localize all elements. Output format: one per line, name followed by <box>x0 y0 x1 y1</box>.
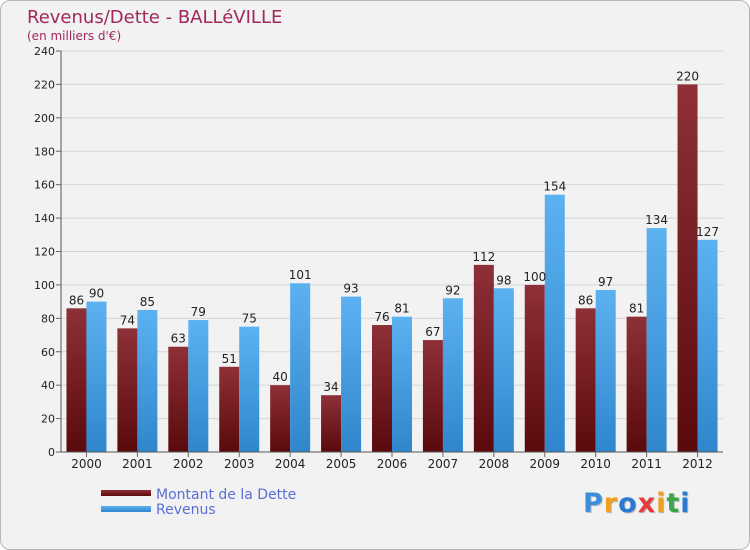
y-tick-label: 180 <box>34 145 55 158</box>
data-label-revenus-2010: 97 <box>598 275 613 289</box>
bar-revenus-2009 <box>544 194 565 453</box>
x-tick-label: 2007 <box>428 457 459 471</box>
data-label-debt-2002: 63 <box>171 332 186 346</box>
y-tick-label: 240 <box>34 45 55 58</box>
x-tick-label: 2000 <box>71 457 102 471</box>
data-label-revenus-2000: 90 <box>89 287 104 301</box>
y-tick-label: 160 <box>34 179 55 192</box>
bar-debt-2007 <box>422 340 443 452</box>
logo-letter: t <box>666 488 681 519</box>
data-label-revenus-2005: 93 <box>343 282 358 296</box>
data-label-revenus-2009: 154 <box>543 180 566 194</box>
bar-revenus-2012 <box>697 239 718 452</box>
data-label-debt-2005: 34 <box>323 380 338 394</box>
data-label-debt-2012: 220 <box>676 69 699 83</box>
y-tick-label: 100 <box>34 279 55 292</box>
y-tick-label: 220 <box>34 78 55 91</box>
data-label-debt-2004: 40 <box>273 370 288 384</box>
data-label-debt-2010: 86 <box>578 293 593 307</box>
data-label-revenus-2008: 98 <box>496 273 511 287</box>
data-label-debt-2011: 81 <box>629 302 644 316</box>
bar-debt-2004 <box>270 385 291 452</box>
logo-letter: P <box>583 488 604 519</box>
data-label-revenus-2006: 81 <box>394 302 409 316</box>
y-tick-label: 140 <box>34 212 55 225</box>
bar-debt-2008 <box>473 264 494 452</box>
x-tick-label: 2006 <box>377 457 408 471</box>
y-tick-label: 0 <box>48 446 55 459</box>
y-tick-label: 20 <box>41 413 55 426</box>
x-tick-label: 2008 <box>479 457 510 471</box>
logo-letter: r <box>603 488 619 519</box>
data-label-debt-2000: 86 <box>69 293 84 307</box>
y-tick-label: 80 <box>41 312 55 325</box>
bar-revenus-2004 <box>290 283 311 452</box>
bar-debt-2012 <box>677 84 698 453</box>
bar-revenus-2000 <box>86 301 107 452</box>
bar-debt-2003 <box>219 366 240 452</box>
chart-subtitle: (en milliers d'€) <box>27 29 122 43</box>
bar-debt-2006 <box>372 325 392 452</box>
data-label-revenus-2002: 79 <box>191 305 206 319</box>
data-label-debt-2006: 76 <box>374 310 389 324</box>
bar-revenus-2010 <box>595 289 616 452</box>
logo-letter: i <box>656 488 667 519</box>
legend-label-debt: Montant de la Dette <box>156 487 297 503</box>
x-tick-label: 2009 <box>529 457 560 471</box>
legend-swatch-debt <box>101 490 151 496</box>
bar-revenus-2006 <box>392 316 412 452</box>
y-tick-label: 40 <box>41 379 55 392</box>
y-tick-label: 120 <box>34 246 55 259</box>
proxiti-logo: Proxiti <box>583 488 691 519</box>
y-tick-label: 60 <box>41 346 55 359</box>
chart-title: Revenus/Dette - BALLéVILLE <box>27 7 283 28</box>
x-tick-label: 2011 <box>631 457 662 471</box>
bar-revenus-2011 <box>646 228 667 452</box>
data-label-debt-2009: 100 <box>523 270 546 284</box>
x-tick-label: 2005 <box>326 457 357 471</box>
x-tick-label: 2004 <box>275 457 306 471</box>
bar-revenus-2007 <box>442 298 463 452</box>
y-tick-label: 200 <box>34 112 55 125</box>
data-label-revenus-2004: 101 <box>289 268 312 282</box>
x-tick-label: 2003 <box>224 457 255 471</box>
bar-debt-2002 <box>168 346 189 452</box>
bar-revenus-2003 <box>239 326 260 452</box>
x-tick-label: 2012 <box>682 457 713 471</box>
data-label-revenus-2011: 134 <box>645 213 668 227</box>
bar-revenus-2008 <box>493 288 514 452</box>
bar-debt-2005 <box>321 395 342 452</box>
bar-debt-2010 <box>575 308 596 452</box>
bar-revenus-2002 <box>188 320 209 452</box>
legend-label-revenus: Revenus <box>156 502 216 518</box>
data-label-debt-2008: 112 <box>472 250 495 264</box>
x-tick-label: 2001 <box>122 457 153 471</box>
logo-letter: o <box>618 488 638 519</box>
x-tick-label: 2002 <box>173 457 204 471</box>
bar-debt-2009 <box>524 284 545 452</box>
x-tick-label: 2010 <box>580 457 611 471</box>
data-label-revenus-2012: 127 <box>696 225 719 239</box>
data-label-revenus-2003: 75 <box>242 312 257 326</box>
data-label-revenus-2007: 92 <box>445 283 460 297</box>
data-label-debt-2001: 74 <box>120 313 135 327</box>
bar-debt-2000 <box>66 308 87 452</box>
legend-swatch-revenus <box>101 506 151 512</box>
bar-revenus-2001 <box>137 309 158 452</box>
bar-debt-2001 <box>117 328 138 452</box>
data-label-revenus-2001: 85 <box>140 295 155 309</box>
data-label-debt-2007: 67 <box>425 325 440 339</box>
bar-debt-2011 <box>626 316 647 452</box>
bar-revenus-2005 <box>341 296 362 452</box>
logo-letter: x <box>637 488 657 519</box>
logo-letter: i <box>680 488 691 519</box>
data-label-debt-2003: 51 <box>222 352 237 366</box>
